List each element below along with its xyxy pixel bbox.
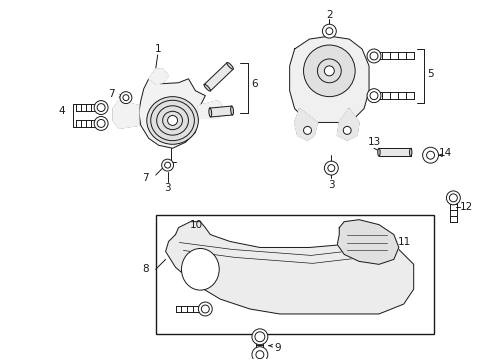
Circle shape: [422, 147, 439, 163]
Circle shape: [343, 126, 351, 134]
Text: 3: 3: [164, 183, 171, 193]
Text: 2: 2: [326, 10, 333, 20]
Text: 6: 6: [251, 79, 258, 89]
Polygon shape: [337, 109, 359, 140]
Ellipse shape: [181, 248, 219, 290]
Ellipse shape: [209, 108, 212, 117]
Ellipse shape: [147, 96, 198, 144]
Ellipse shape: [231, 106, 234, 115]
Text: 7: 7: [108, 89, 114, 99]
Text: 3: 3: [328, 180, 335, 190]
Polygon shape: [139, 79, 205, 148]
Bar: [156, 215, 434, 334]
Circle shape: [367, 89, 381, 103]
Circle shape: [252, 329, 268, 345]
Text: 5: 5: [427, 69, 434, 79]
Circle shape: [120, 92, 132, 104]
Circle shape: [446, 191, 460, 205]
Circle shape: [94, 117, 108, 130]
Circle shape: [198, 302, 212, 316]
Circle shape: [367, 49, 381, 63]
Polygon shape: [113, 100, 139, 129]
Polygon shape: [198, 100, 224, 118]
Text: 14: 14: [439, 148, 452, 158]
Ellipse shape: [410, 148, 412, 156]
Text: 12: 12: [460, 202, 473, 212]
Circle shape: [94, 100, 108, 114]
Circle shape: [303, 45, 355, 96]
Text: 9: 9: [274, 343, 281, 353]
Circle shape: [322, 24, 336, 38]
Text: 1: 1: [154, 44, 161, 54]
Polygon shape: [149, 69, 169, 84]
Text: 11: 11: [398, 237, 412, 247]
Polygon shape: [337, 220, 399, 264]
Ellipse shape: [204, 84, 211, 91]
Circle shape: [162, 159, 173, 171]
Circle shape: [324, 161, 338, 175]
Polygon shape: [290, 36, 369, 122]
Polygon shape: [379, 148, 411, 156]
Text: 10: 10: [190, 220, 203, 230]
Circle shape: [324, 66, 334, 76]
Ellipse shape: [378, 148, 380, 156]
Text: 4: 4: [58, 105, 65, 116]
Text: 13: 13: [368, 137, 381, 147]
Text: 7: 7: [143, 173, 149, 183]
Polygon shape: [294, 109, 318, 140]
Polygon shape: [204, 63, 233, 91]
Circle shape: [252, 347, 268, 360]
Polygon shape: [166, 222, 414, 314]
Ellipse shape: [227, 63, 233, 69]
Polygon shape: [210, 106, 232, 117]
Circle shape: [168, 116, 177, 125]
Text: 8: 8: [143, 264, 149, 274]
Circle shape: [303, 126, 312, 134]
